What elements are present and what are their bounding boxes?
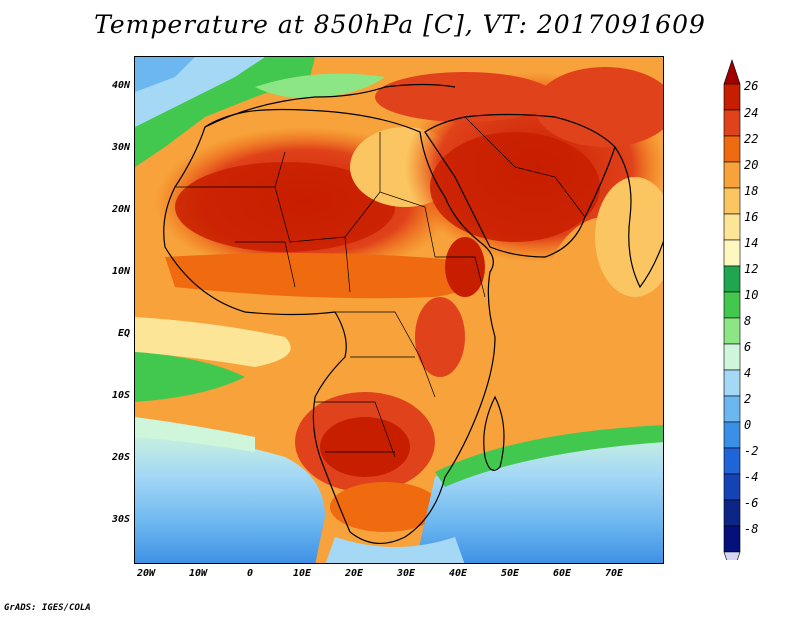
lon-label-20w: 20W: [136, 568, 156, 579]
lon-label-20e: 20E: [344, 568, 364, 579]
colorbar-label-8: 8: [744, 314, 752, 328]
colorbar-label-24: 24: [744, 106, 759, 120]
lon-label-10w: 10W: [188, 568, 208, 579]
lat-label-20s: 20S: [111, 452, 130, 463]
colorbar-label-18: 18: [744, 184, 759, 198]
colorbar-label-6: 6: [744, 340, 752, 354]
guinea-light-zone: [135, 317, 291, 367]
colorbar-box: [723, 187, 741, 215]
colorbar-box: [723, 343, 741, 371]
colorbar-box: [723, 265, 741, 293]
sahel-zone: [165, 253, 480, 299]
colorbar-label-16: 16: [744, 210, 759, 224]
colorbar-box: [723, 161, 741, 189]
south-africa-zone: [330, 482, 440, 532]
lon-label-40e: 40E: [448, 568, 468, 579]
cape-blue: [325, 537, 465, 563]
lon-label-10e: 10E: [292, 568, 312, 579]
colorbar: [723, 59, 741, 560]
colorbar-box: [723, 83, 741, 111]
colorbar-box: [723, 239, 741, 267]
ethiopia-hot: [445, 237, 485, 297]
atlantic-green-zone: [135, 352, 245, 402]
colorbar-boxes: [723, 59, 741, 560]
colorbar-label-minus8: -8: [744, 522, 759, 536]
south-indian-green: [435, 425, 663, 487]
colorbar-bottom-triangle: [723, 551, 741, 560]
colorbar-box: [723, 317, 741, 345]
coastlines: [163, 83, 663, 544]
colorbar-box: [723, 447, 741, 475]
lon-label-30e: 30E: [396, 568, 416, 579]
colorbar-label-minus4: -4: [744, 470, 759, 484]
southern-africa-core: [320, 417, 410, 477]
colorbar-label-26: 26: [744, 79, 759, 93]
nw-deep-blue-zone: [135, 57, 195, 92]
colorbar-box: [723, 499, 741, 527]
map-svg: [135, 57, 663, 563]
lon-label-70e: 70E: [604, 568, 624, 579]
arabia-core: [430, 132, 600, 242]
iran-hot-zone: [535, 67, 663, 147]
south-atlantic-light: [135, 417, 255, 452]
colorbar-box: [723, 395, 741, 423]
lon-label-60e: 60E: [552, 568, 572, 579]
colorbar-box: [723, 421, 741, 449]
chart-title: Temperature at 850hPa [C], VT: 201709160…: [94, 10, 706, 39]
lat-label-eq: EQ: [117, 328, 130, 339]
colorbar-label-12: 12: [744, 262, 759, 276]
lat-label-10s: 10S: [111, 390, 130, 401]
colorbar-box: [723, 525, 741, 553]
lat-label-10n: 10N: [111, 266, 130, 277]
med-green-zone: [255, 73, 385, 99]
lat-label-20n: 20N: [111, 204, 130, 215]
colorbar-box: [723, 213, 741, 241]
colorbar-label-20: 20: [744, 158, 759, 172]
colorbar-label-22: 22: [744, 132, 759, 146]
colorbar-box: [723, 291, 741, 319]
temperature-map: [134, 56, 664, 564]
sahara-core: [175, 162, 395, 252]
colorbar-label-minus2: -2: [744, 444, 759, 458]
colorbar-box: [723, 109, 741, 137]
lat-label-40n: 40N: [111, 80, 130, 91]
lat-label-30n: 30N: [111, 142, 130, 153]
colorbar-label-4: 4: [744, 366, 752, 380]
colorbar-label-2: 2: [744, 392, 752, 406]
colorbar-box: [723, 473, 741, 501]
borders: [175, 116, 586, 458]
lon-label-0: 0: [246, 568, 254, 579]
grads-credit: GrADS: IGES/COLA: [4, 603, 91, 613]
south-atlantic-zone: [135, 427, 325, 563]
colorbar-box: [723, 369, 741, 397]
colorbar-top-triangle: [723, 59, 741, 85]
colorbar-label-minus6: -6: [744, 496, 759, 510]
east-africa-hot: [415, 297, 465, 377]
lon-label-50e: 50E: [500, 568, 520, 579]
colorbar-label-14: 14: [744, 236, 759, 250]
colorbar-label-0: 0: [744, 418, 752, 432]
colorbar-label-10: 10: [744, 288, 759, 302]
colorbar-box: [723, 135, 741, 163]
lat-label-30s: 30S: [111, 514, 130, 525]
